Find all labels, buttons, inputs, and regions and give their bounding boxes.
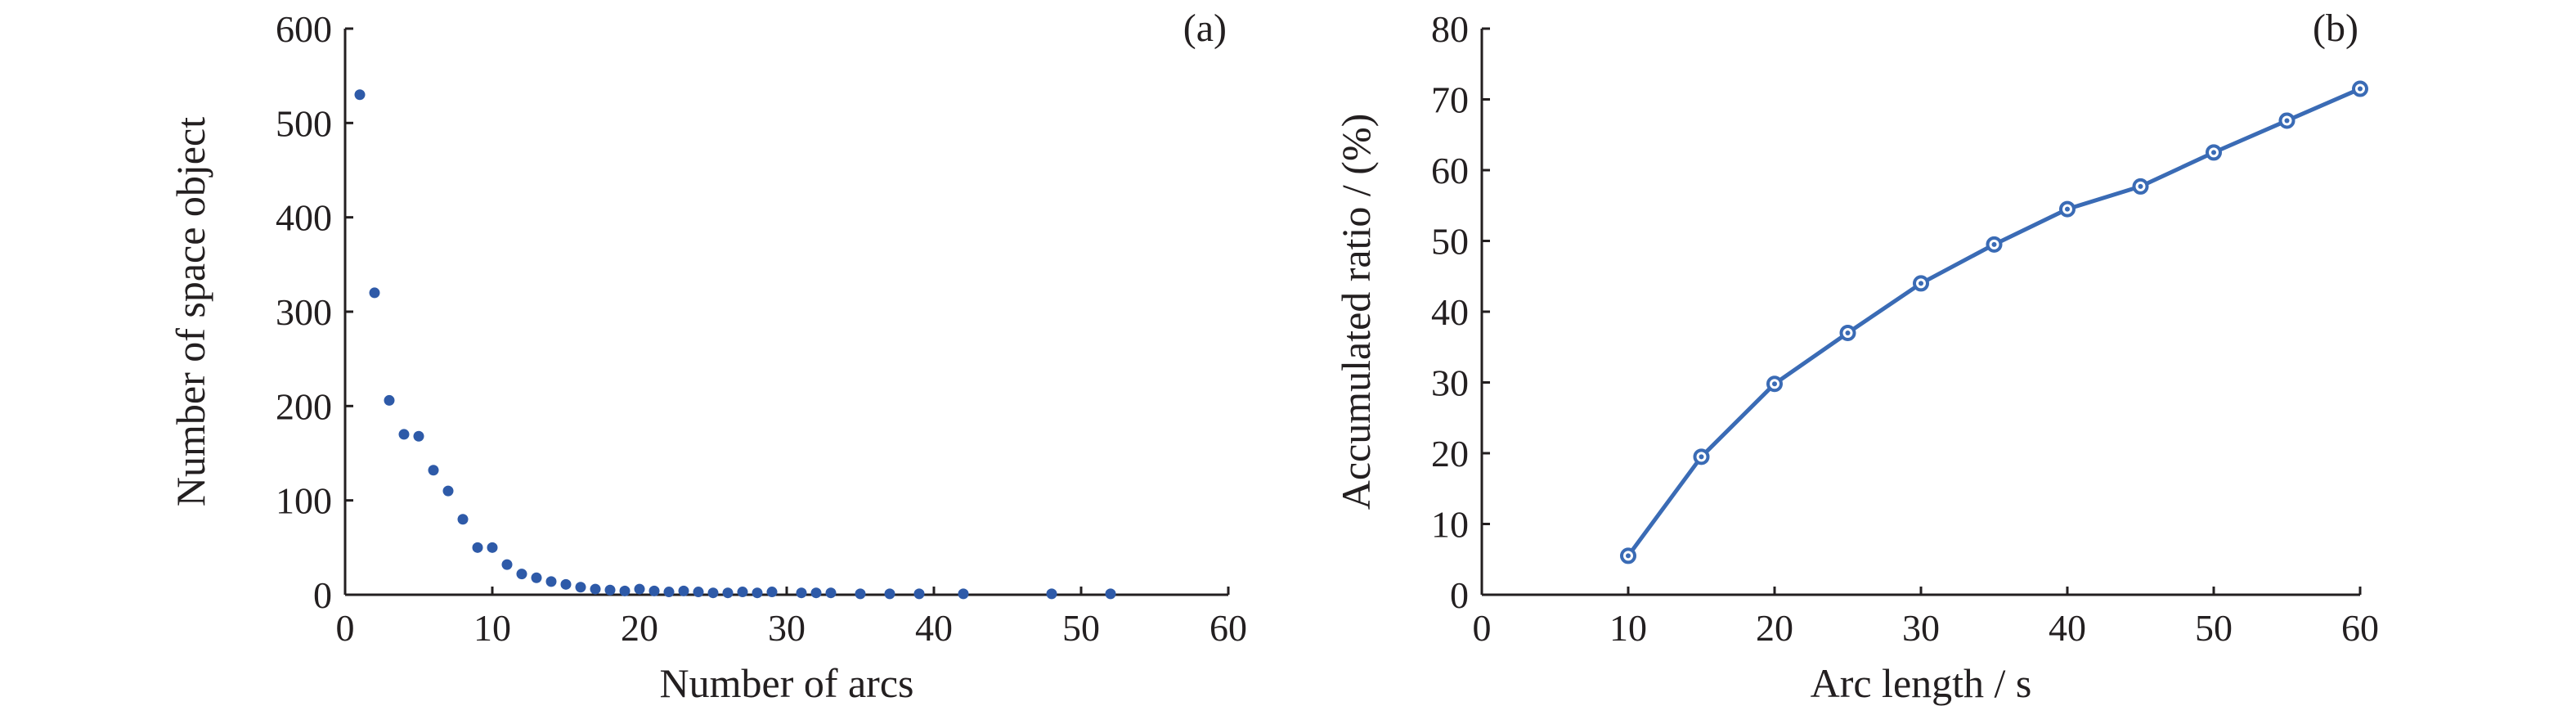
panel-a-data-point bbox=[634, 583, 645, 595]
panel-a-x-tick-label: 0 bbox=[336, 607, 355, 649]
panel-a-data-point bbox=[369, 287, 380, 299]
panel-a-data-point bbox=[457, 514, 469, 525]
panel-a-data-point bbox=[663, 587, 675, 598]
panel-b-x-tick-label: 20 bbox=[1756, 607, 1793, 649]
panel-b-y-tick-label: 30 bbox=[1431, 362, 1469, 404]
panel-b-data-point-center bbox=[2284, 118, 2290, 124]
panel-b-data-point-center bbox=[1772, 381, 1777, 387]
panel-a-x-tick-label: 40 bbox=[915, 607, 953, 649]
panel-a-data-point bbox=[810, 587, 822, 599]
panel-a-data-point bbox=[413, 430, 424, 442]
panel-a-y-tick-label: 400 bbox=[276, 197, 332, 239]
panel-a-data-point bbox=[531, 572, 542, 583]
panel-b-x-tick-label: 30 bbox=[1902, 607, 1940, 649]
panel-b-series-line bbox=[1626, 87, 2361, 557]
panel-b-data-point-center bbox=[2211, 150, 2216, 155]
panel-b-y-tick-label: 40 bbox=[1431, 291, 1469, 333]
panel-b-y-tick-label: 80 bbox=[1431, 8, 1469, 50]
panel-a-x-axis-title: Number of arcs bbox=[660, 660, 914, 706]
panel-a-y-tick-label: 0 bbox=[313, 574, 332, 616]
panel-a-data-point bbox=[884, 588, 895, 600]
panel-a-data-point bbox=[678, 585, 689, 596]
panel-a-x-tick-label: 10 bbox=[473, 607, 511, 649]
panel-a-x-tick-label: 50 bbox=[1062, 607, 1100, 649]
panel-a-data-point bbox=[575, 582, 586, 593]
panel-a-data-point bbox=[428, 465, 439, 476]
panel-a-data-point bbox=[737, 587, 748, 598]
panel-b-data-point-center bbox=[2065, 206, 2070, 212]
panel-a-data-point bbox=[354, 89, 366, 101]
panel-a-data-point bbox=[384, 394, 395, 406]
panel-b-x-tick-label: 10 bbox=[1609, 607, 1647, 649]
panel-a-y-tick-label: 300 bbox=[276, 291, 332, 333]
panel-a-data-point bbox=[442, 485, 454, 497]
panel-a-data-point bbox=[545, 576, 557, 587]
panel-a-data-point bbox=[619, 585, 631, 596]
panel-b-data-point-center bbox=[1626, 553, 1631, 559]
panel-a-data-point bbox=[722, 587, 734, 599]
panel-a-y-tick-label: 600 bbox=[276, 8, 332, 50]
panel-b-y-tick-label: 0 bbox=[1450, 574, 1469, 616]
panel-a-data-point bbox=[487, 542, 498, 553]
panel-a-data-point bbox=[766, 587, 778, 598]
panel-a-data-point bbox=[825, 587, 837, 599]
panel-b-data-point-center bbox=[1919, 281, 1923, 286]
panel-b-y-tick-label: 50 bbox=[1431, 221, 1469, 263]
panel-a-label: (a) bbox=[1183, 7, 1227, 50]
panel-a-data-point bbox=[707, 587, 719, 599]
panel-a-y-tick-label: 500 bbox=[276, 102, 332, 144]
panel-b-y-tick-label: 60 bbox=[1431, 150, 1469, 191]
panel-b-x-tick-label: 50 bbox=[2195, 607, 2233, 649]
panel-a-data-point bbox=[1105, 588, 1116, 600]
panel-a-x-tick-label: 30 bbox=[768, 607, 806, 649]
panel-a-x-tick-label: 60 bbox=[1209, 607, 1247, 649]
panel-b-data-point-center bbox=[2358, 86, 2363, 92]
panel-a-data-point bbox=[516, 569, 527, 580]
panel-a-y-axis-title: Number of space object bbox=[168, 117, 213, 506]
panel-a-data-point bbox=[958, 588, 969, 600]
panel-a-data-point bbox=[693, 587, 704, 598]
panel-b-data-point-center bbox=[1845, 330, 1851, 335]
panel-a-data-point bbox=[604, 584, 616, 596]
panel-a-data-point bbox=[648, 585, 660, 596]
panel-b-y-tick-label: 70 bbox=[1431, 79, 1469, 121]
panel-a-data-point bbox=[752, 587, 763, 599]
panel-a-y-tick-label: 100 bbox=[276, 480, 332, 522]
panel-b-line-chart: 0 10 20 30 40 50 60 0 10 20 30 40 50 60 70 80 Arc length… bbox=[1333, 7, 2379, 706]
panel-a-data-point bbox=[472, 542, 483, 553]
panel-b-label: (b) bbox=[2313, 7, 2358, 50]
panel-b-data-point-center bbox=[1991, 241, 1997, 247]
panel-a-data-point bbox=[560, 578, 572, 590]
panel-a-data-point bbox=[590, 583, 601, 595]
panel-a-y-tick-label: 200 bbox=[276, 385, 332, 427]
panel-a-data-point bbox=[796, 587, 807, 599]
panel-b-x-tick-label: 40 bbox=[2049, 607, 2086, 649]
panel-b-data-point-center bbox=[1699, 454, 1704, 460]
panel-b-y-tick-label: 20 bbox=[1431, 433, 1469, 474]
panel-b-x-tick-label: 60 bbox=[2341, 607, 2379, 649]
panel-a-data-point bbox=[398, 429, 410, 440]
panel-a-data-point bbox=[913, 588, 925, 600]
panel-a-x-tick-label: 20 bbox=[621, 607, 658, 649]
panel-b-y-axis-title: Accumulated ratio / (%) bbox=[1333, 114, 1379, 510]
panel-b-x-axis-title: Arc length / s bbox=[1811, 660, 2032, 706]
panel-a-data-point bbox=[1046, 588, 1057, 600]
panel-b-x-tick-label: 0 bbox=[1473, 607, 1492, 649]
panel-b-data-point-center bbox=[2138, 183, 2143, 189]
panel-a-data-point bbox=[501, 559, 513, 570]
panel-a-data-point bbox=[855, 588, 866, 600]
panel-b-y-tick-label: 10 bbox=[1431, 504, 1469, 546]
